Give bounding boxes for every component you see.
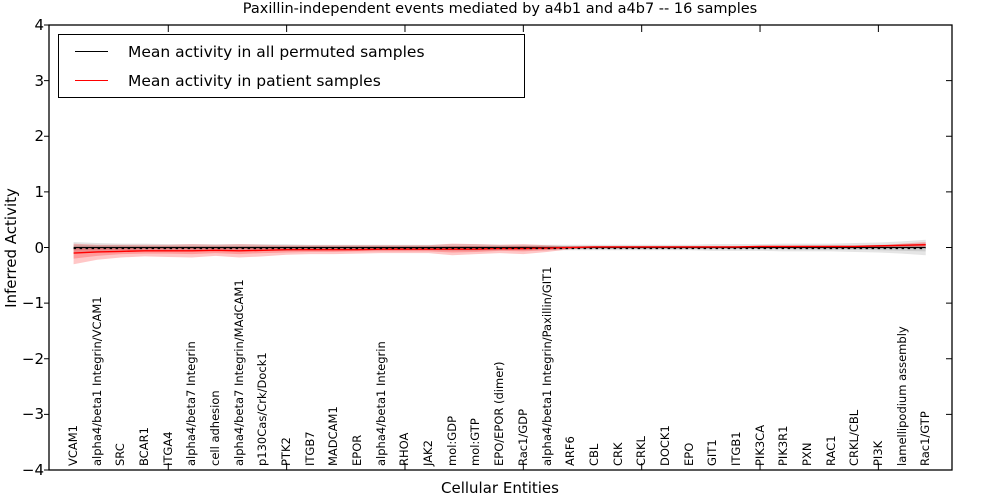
legend-line-sample <box>75 80 108 81</box>
legend-label: Mean activity in patient samples <box>128 71 381 90</box>
category-label: CBL <box>586 443 601 466</box>
category-label: RHOA <box>397 432 412 466</box>
category-label: ITGA4 <box>160 431 175 466</box>
y-tick-label: −3 <box>21 405 44 424</box>
chart-title: Paxillin-independent events mediated by … <box>242 1 758 17</box>
x-axis-label: Cellular Entities <box>441 479 559 497</box>
category-label: Rac1/GTP <box>918 411 933 466</box>
y-tick-label: 2 <box>34 127 44 146</box>
category-label: alpha4/beta1 Integrin/Paxillin/GIT1 <box>539 266 554 466</box>
y-tick-label: 1 <box>34 182 44 201</box>
category-label: MADCAM1 <box>326 406 341 466</box>
y-tick-label: −1 <box>21 294 44 313</box>
y-tick-label: −4 <box>21 461 44 479</box>
category-label: CRKL <box>634 436 649 466</box>
category-label: SRC <box>113 443 128 466</box>
category-label: RAC1 <box>823 435 838 466</box>
legend: Mean activity in all permuted samples Mea… <box>58 34 525 98</box>
category-label: EPO <box>681 442 696 466</box>
y-tick-label: 0 <box>34 238 44 257</box>
y-tick-label: 3 <box>34 71 44 90</box>
category-label: mol:GTP <box>468 418 483 466</box>
y-tick-label: −2 <box>21 349 44 368</box>
category-label: CRK <box>610 442 625 466</box>
category-label: alpha4/beta7 Integrin/MAdCAM1 <box>231 279 246 466</box>
category-label: alpha4/beta7 Integrin <box>184 341 199 466</box>
legend-item: Mean activity in all permuted samples <box>75 39 524 64</box>
category-label: JAK2 <box>421 440 436 466</box>
category-label: BCAR1 <box>137 427 152 466</box>
legend-item: Mean activity in patient samples <box>75 68 524 93</box>
category-label: p130Cas/Crk/Dock1 <box>255 352 270 466</box>
category-label: PXN <box>799 442 814 466</box>
category-label: PIK3R1 <box>776 425 791 467</box>
category-label: EPOR <box>350 434 365 466</box>
category-label: PIK3CA <box>752 424 767 466</box>
category-label: GIT1 <box>705 439 720 466</box>
category-label: EPO/EPOR (dimer) <box>492 361 507 467</box>
y-axis-label: Inferred Activity <box>2 188 20 308</box>
category-label: alpha4/beta1 Integrin <box>373 341 388 466</box>
category-label: PI3K <box>870 440 885 466</box>
category-label: PTK2 <box>279 437 294 466</box>
category-label: ITGB1 <box>728 431 743 466</box>
y-tick-label: 4 <box>34 16 44 34</box>
category-label: alpha4/beta1 Integrin/VCAM1 <box>89 296 104 466</box>
category-label: DOCK1 <box>657 425 672 466</box>
category-label: Rac1/GDP <box>515 408 530 466</box>
category-label: lamellipodium assembly <box>894 326 909 466</box>
category-label: ITGB7 <box>302 431 317 466</box>
category-label: ARF6 <box>563 436 578 466</box>
category-label: mol:GDP <box>444 415 459 466</box>
category-label: VCAM1 <box>66 424 81 466</box>
category-label: CRKL/CBL <box>847 409 862 466</box>
legend-label: Mean activity in all permuted samples <box>128 42 425 61</box>
category-label: cell adhesion <box>208 390 223 466</box>
legend-line-sample <box>75 51 108 52</box>
